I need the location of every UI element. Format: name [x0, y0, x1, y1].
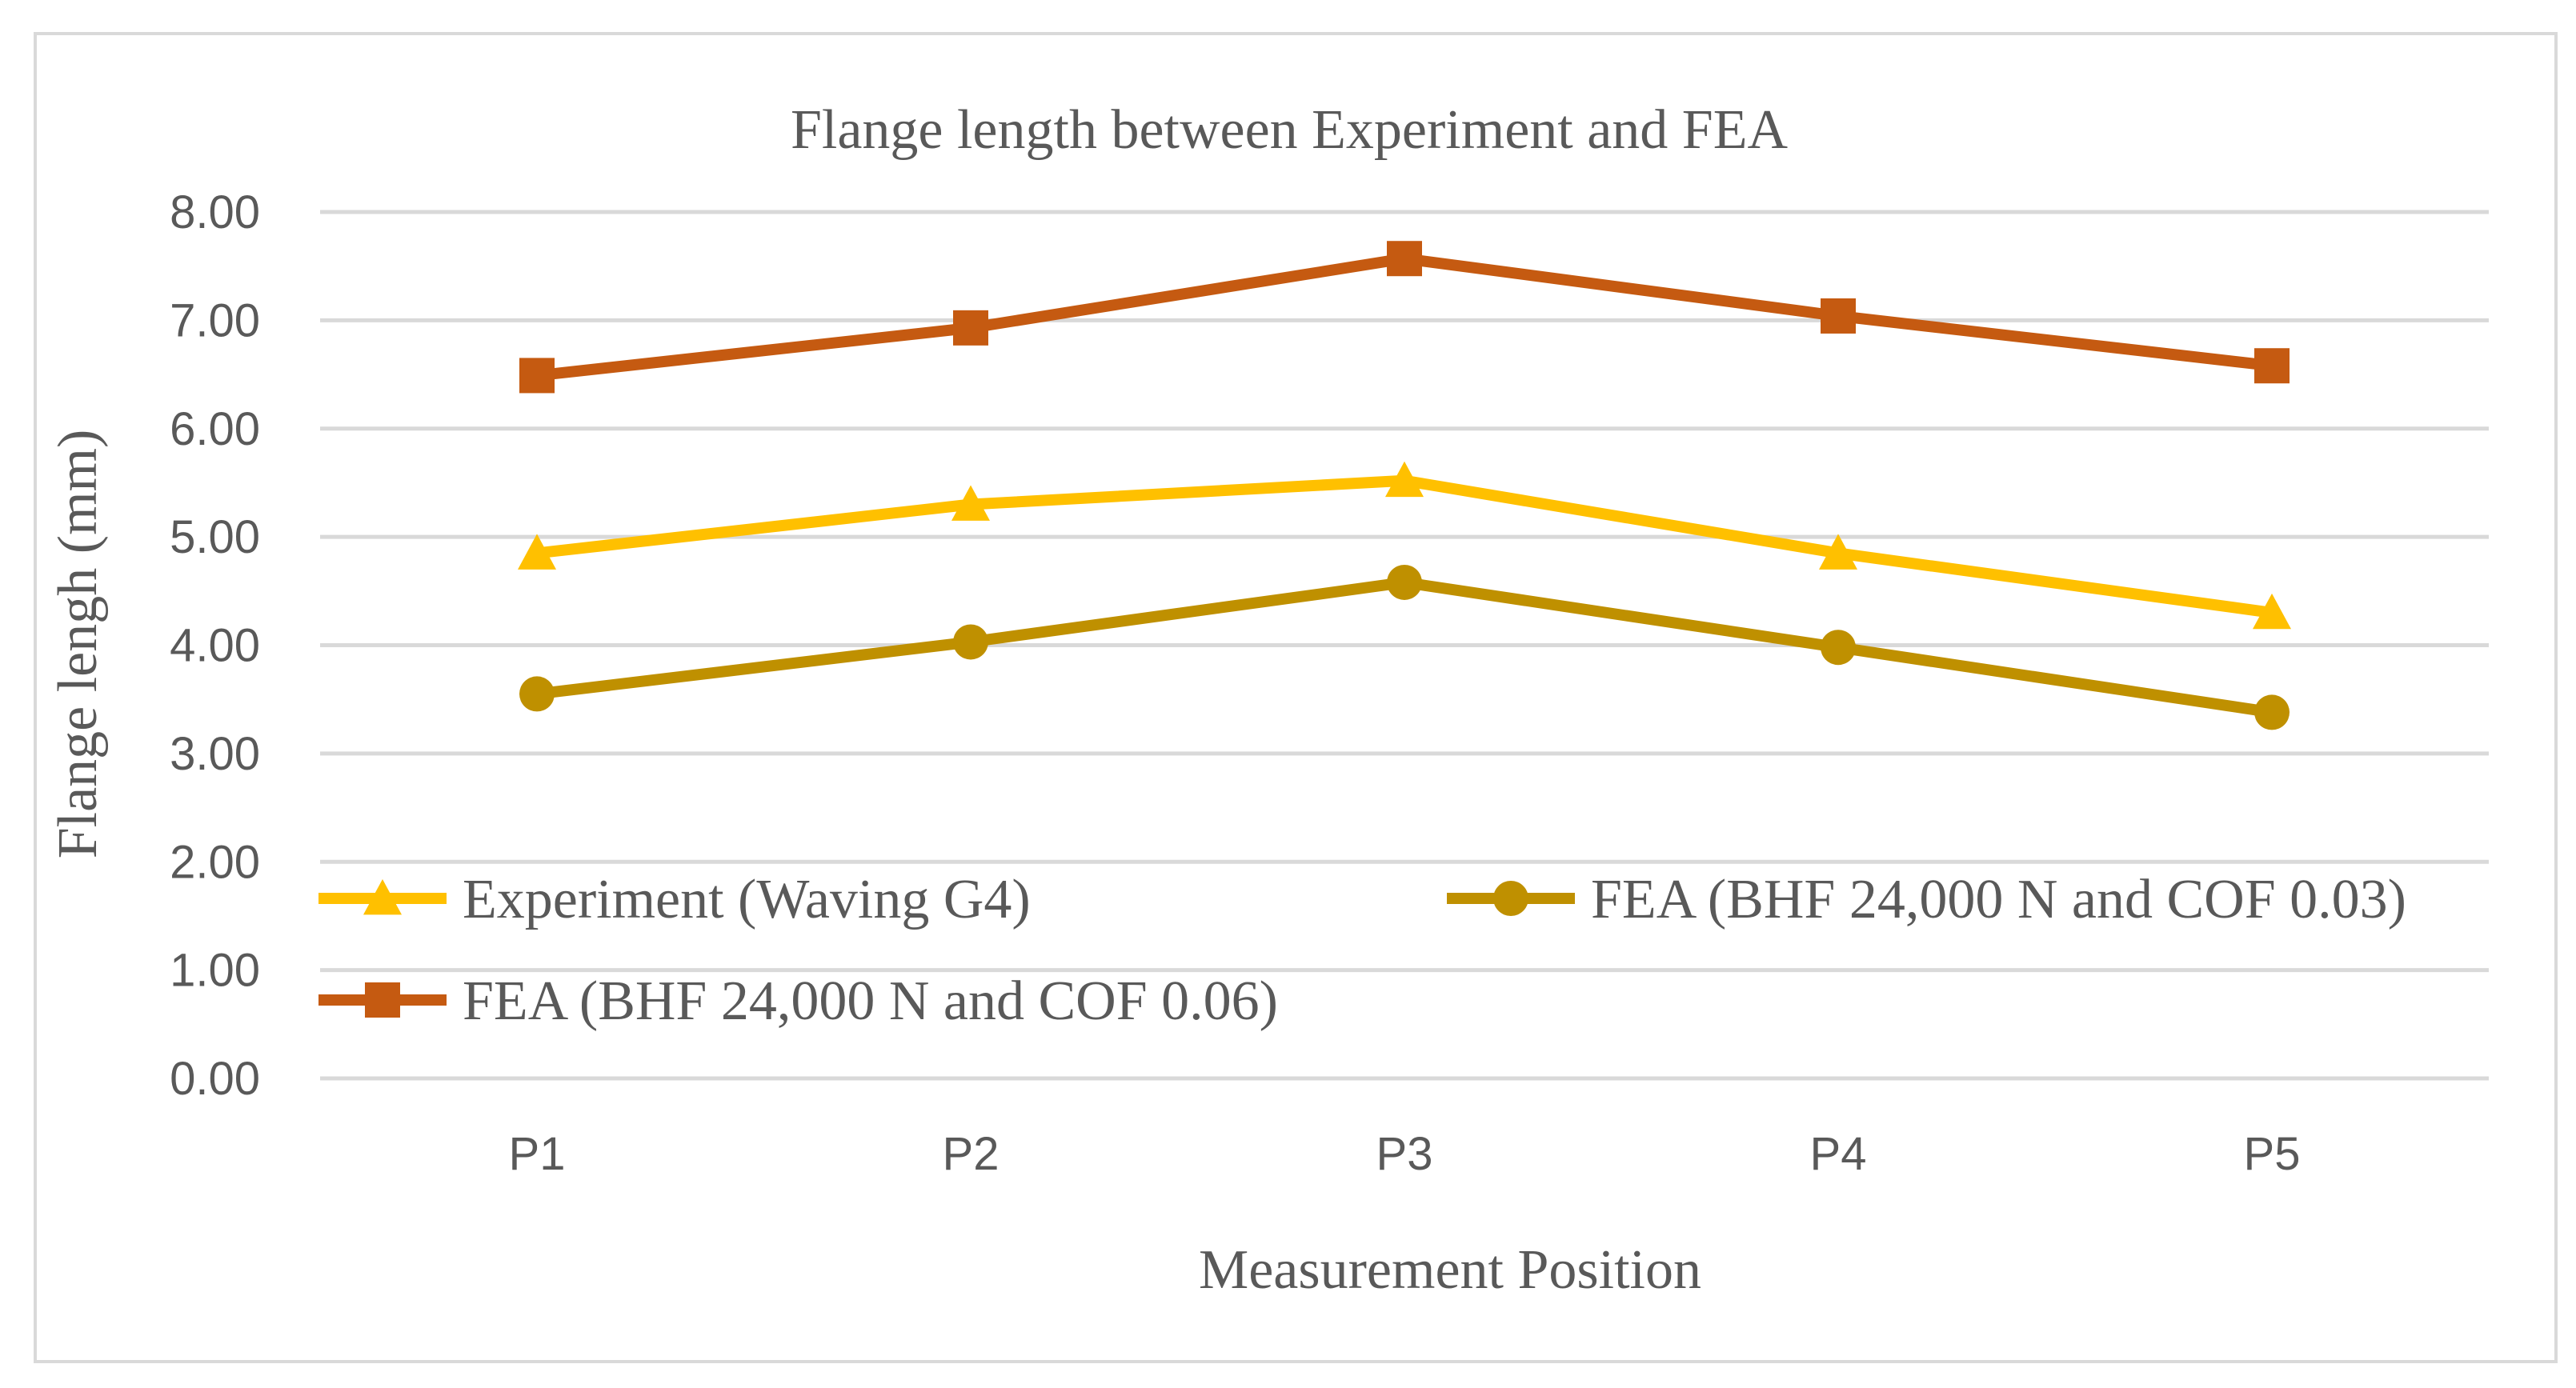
data-point-triangle: [2253, 593, 2291, 630]
data-point-square: [1387, 241, 1422, 277]
y-tick-label: 7.00: [170, 294, 260, 346]
series-2: [519, 241, 2290, 394]
x-tick-label: P4: [1810, 1128, 1867, 1180]
x-tick-label: P3: [1376, 1128, 1433, 1180]
x-tick-label: P2: [943, 1128, 1000, 1180]
legend-marker-triangle: [363, 879, 402, 915]
data-point-triangle: [1385, 461, 1424, 498]
chart-title: Flange length between Experiment and FEA: [791, 99, 1789, 161]
legend-marker-circle: [1493, 881, 1528, 916]
x-tick-label: P1: [509, 1128, 566, 1180]
data-point-square: [2254, 348, 2290, 384]
legend-item: FEA (BHF 24,000 N and COF 0.03): [1447, 869, 2406, 930]
data-point-square: [953, 310, 988, 346]
x-tick-label: P5: [2244, 1128, 2301, 1180]
x-tick-labels: P1 P2 P3 P4 P5: [509, 1128, 2301, 1180]
gridlines: [320, 210, 2489, 1081]
data-point-triangle: [518, 534, 556, 570]
x-axis-title: Measurement Position: [1199, 1239, 1701, 1301]
y-tick-label: 0.00: [170, 1053, 260, 1105]
data-point-circle: [1387, 564, 1422, 600]
data-point-square: [519, 358, 555, 394]
series-0: [518, 461, 2291, 630]
series-1: [519, 564, 2290, 730]
y-tick-label: 2.00: [170, 836, 260, 888]
legend-label: FEA (BHF 24,000 N and COF 0.03): [1591, 869, 2406, 930]
legend-item: Experiment (Waving G4): [318, 869, 1031, 930]
legend-label: FEA (BHF 24,000 N and COF 0.06): [463, 970, 1278, 1032]
data-point-circle: [1821, 630, 1856, 666]
data-point-circle: [519, 676, 555, 712]
y-tick-labels: 0.00 1.00 2.00 3.00 4.00 5.00 6.00 7.00 8.00: [170, 186, 260, 1105]
y-tick-label: 4.00: [170, 620, 260, 672]
legend-label: Experiment (Waving G4): [463, 869, 1031, 930]
series: [518, 241, 2291, 730]
data-point-circle: [2254, 694, 2290, 730]
y-tick-label: 6.00: [170, 403, 260, 455]
y-tick-label: 5.00: [170, 511, 260, 563]
y-axis-title: Flange lengh (mm): [47, 430, 109, 859]
data-point-square: [1821, 298, 1856, 334]
y-tick-label: 8.00: [170, 186, 260, 238]
y-tick-label: 1.00: [170, 945, 260, 997]
data-point-triangle: [951, 485, 990, 521]
legend-item: FEA (BHF 24,000 N and COF 0.06): [318, 970, 1278, 1032]
legend: Experiment (Waving G4) FEA (BHF 24,000 N …: [318, 869, 2406, 1032]
data-point-triangle: [1819, 534, 1857, 570]
y-tick-label: 3.00: [170, 728, 260, 780]
data-point-circle: [953, 624, 988, 660]
legend-marker-square: [365, 982, 400, 1018]
